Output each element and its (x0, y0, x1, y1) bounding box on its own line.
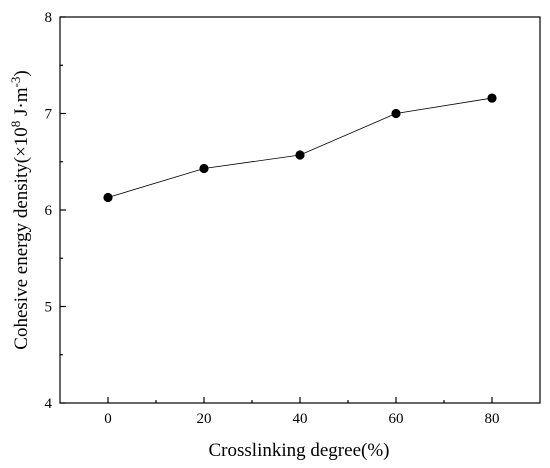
data-point (391, 108, 401, 119)
plot-border (59, 16, 541, 404)
data-point (103, 192, 113, 203)
x-tick-label: 20 (197, 411, 212, 427)
y-axis-ticks: 4 5 6 7 8 (45, 10, 66, 412)
plot-frame (59, 16, 541, 404)
data-point (295, 150, 305, 160)
y-tick-label: 4 (45, 396, 53, 412)
data-point (487, 93, 497, 103)
x-tick-label: 60 (389, 411, 404, 427)
y-tick-label: 6 (45, 203, 53, 219)
y-tick-label: 8 (45, 10, 53, 26)
y-axis-title-unit: J·m (11, 87, 32, 120)
y-axis-title-close: ) (11, 70, 32, 76)
y-axis-title-main: Cohesive energy density(×10 (11, 127, 32, 350)
x-axis-ticks: 0 20 40 60 80 (104, 397, 500, 427)
y-tick-label: 7 (45, 107, 53, 123)
y-axis-title-exp2: -3 (8, 77, 23, 88)
x-tick-label: 40 (293, 411, 308, 427)
y-axis-title-exp1: 8 (8, 121, 23, 128)
series-line (107, 97, 493, 198)
data-point (199, 163, 209, 174)
x-tick-label: 80 (485, 411, 500, 427)
y-axis-title: Cohesive energy density(×108 J·m-3) (8, 70, 33, 349)
y-tick-label: 5 (45, 300, 53, 316)
series-group (103, 93, 497, 203)
x-tick-label: 0 (104, 411, 112, 427)
x-axis-title: Crosslinking degree(%) (209, 440, 390, 461)
